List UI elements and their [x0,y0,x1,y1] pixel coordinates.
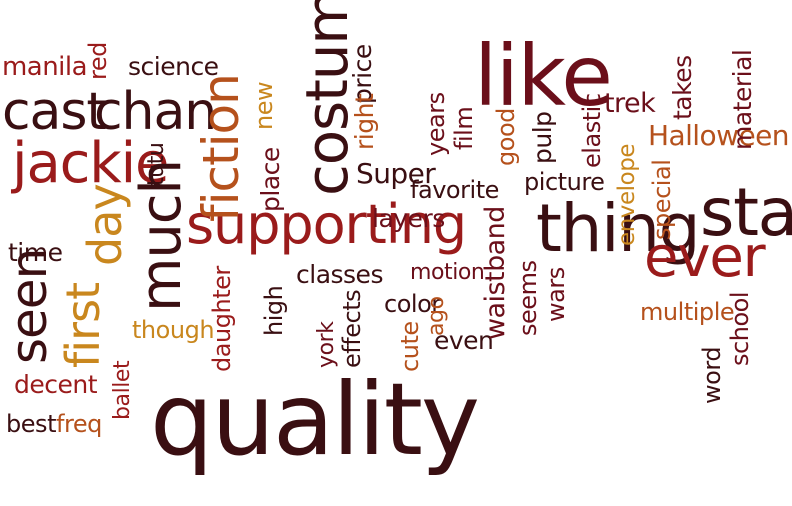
word-pulp: pulp [528,111,557,164]
word-ever: ever [644,225,766,290]
word-motion: motion [410,260,485,285]
word-chan: chan [94,82,217,142]
word-freq: freq [56,410,102,438]
word-envelope: envelope [614,143,640,246]
word-seems: seems [514,260,542,336]
word-layers: layers [372,204,445,233]
word-material: material [728,49,757,150]
word-school: school [726,291,754,366]
word-time: time [8,238,63,267]
word-though: though [132,316,215,344]
word-takes: takes [668,55,697,120]
word-fiction: fiction [192,74,250,222]
word-color: color [384,290,441,318]
word-elastic: elastic [578,93,606,168]
word-science: science [128,52,219,81]
word-cast: cast [2,82,107,142]
word-film: film [450,106,478,150]
word-classes: classes [296,260,383,289]
word-special: special [648,159,676,240]
word-cute: cute [396,321,424,372]
word-red: red [84,42,112,80]
word-much: much [129,160,194,312]
word-day: day [78,184,132,266]
word-picture: picture [524,168,605,196]
word-ago: ago [424,296,449,336]
word-thing: thing [536,190,700,267]
word-years: years [422,92,450,156]
word-york: york [314,321,339,368]
word-waistband: waistband [480,206,511,340]
word-high: high [260,285,288,336]
word-right: right [350,93,379,150]
word-multiple: multiple [640,298,735,326]
word-super: Super [356,157,436,190]
word-effects: effects [338,289,366,368]
word-star: star [700,174,792,251]
word-halloween: Halloween [648,119,790,152]
word-seen: seen [0,248,58,364]
word-quality: quality [150,361,480,478]
word-wars: wars [542,267,570,322]
word-jackie: jackie [12,131,170,196]
word-ballet: ballet [110,360,135,420]
word-favorite: favorite [410,176,499,204]
word-place: place [256,147,285,212]
word-trek: trek [604,88,656,119]
word-like: like [474,27,613,125]
word-daughter: daughter [208,266,236,372]
word-first: first [56,282,110,368]
word-best: best [6,410,56,438]
word-word: word [698,346,726,404]
word-new: new [250,81,278,130]
word-good: good [492,108,520,166]
word-decent: decent [14,370,98,399]
word-even: even [434,326,494,355]
word-manila: manila [2,52,88,82]
word-supporting: supporting [186,193,467,256]
